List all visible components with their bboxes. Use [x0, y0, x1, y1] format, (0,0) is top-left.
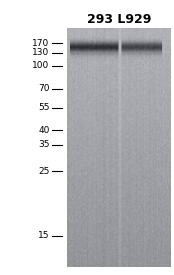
Text: 15: 15 — [38, 231, 50, 240]
Text: 40: 40 — [38, 126, 50, 135]
Text: 35: 35 — [38, 140, 50, 149]
Text: 100: 100 — [32, 61, 50, 70]
Text: 55: 55 — [38, 103, 50, 112]
Text: 293 L929: 293 L929 — [87, 13, 151, 26]
Text: 130: 130 — [32, 48, 50, 57]
Text: 25: 25 — [38, 167, 50, 175]
Text: 70: 70 — [38, 84, 50, 93]
Text: 170: 170 — [32, 39, 50, 48]
